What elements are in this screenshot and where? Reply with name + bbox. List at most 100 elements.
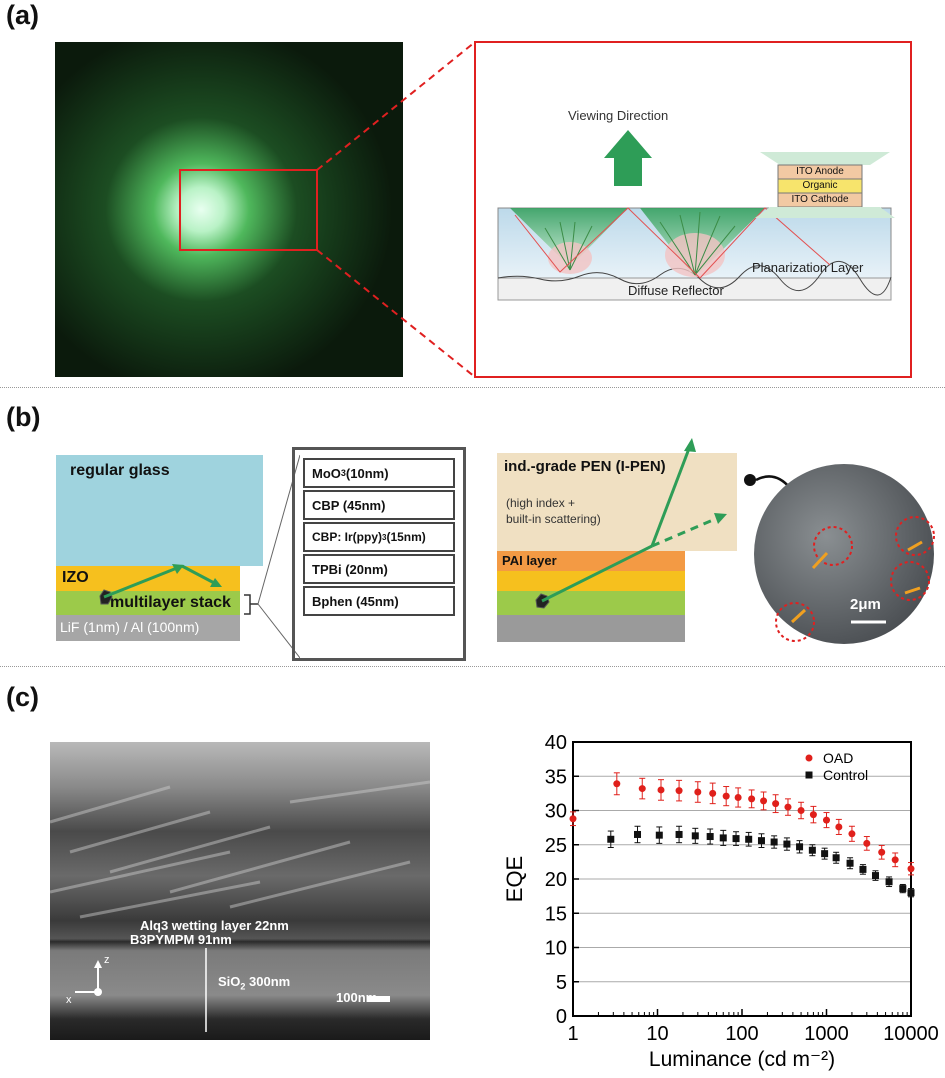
layer-stack-box: MoO 3 (10nm) CBP (45nm) CBP: Ir(ppy) 3 (15… <box>292 447 466 661</box>
data-point-control <box>732 835 740 843</box>
data-point-oad <box>878 848 886 856</box>
diffuse-reflector-label: Diffuse Reflector <box>628 283 724 298</box>
divider-ab <box>0 387 945 388</box>
lif-al-layer <box>56 615 240 641</box>
data-point-control <box>607 835 615 843</box>
y-tick-label: 0 <box>556 1006 567 1028</box>
stack-layer-tpbi: TPBi (20nm) <box>303 554 455 584</box>
x-tick-label: 10000 <box>883 1023 939 1045</box>
alq3-label: Alq3 wetting layer 22nm <box>140 918 289 933</box>
sem-c-scale-label: 100nm <box>336 990 378 1005</box>
data-point-control <box>706 833 714 841</box>
data-point-oad <box>613 780 621 788</box>
stack-layer-cbp-irppy: CBP: Ir(ppy) 3 (15nm) <box>303 522 455 552</box>
y-tick-label: 10 <box>545 938 567 960</box>
data-point-oad <box>891 856 899 864</box>
data-point-control <box>634 830 642 838</box>
pen-title: ind.-grade PEN (I-PEN) <box>504 458 666 475</box>
panel-a-letter: (a) <box>6 0 39 30</box>
stack-layer-moo3: MoO 3 (10nm) <box>303 458 455 488</box>
x-tick-label: 1 <box>567 1023 578 1045</box>
divider-bc <box>0 666 945 667</box>
legend-label: OAD <box>823 750 853 766</box>
data-point-control <box>821 850 829 858</box>
cathode-layer-right <box>497 615 685 642</box>
sem-scale-label: 2μm <box>850 596 881 613</box>
pai-layer-label: PAI layer <box>502 553 557 568</box>
data-point-control <box>846 859 854 867</box>
data-point-oad <box>722 792 730 800</box>
x-tick-label: 1000 <box>804 1023 849 1045</box>
data-point-control <box>655 831 663 839</box>
planarization-layer-label: Planarization Layer <box>752 260 864 275</box>
ito-cathode-label: ITO Cathode <box>791 194 849 205</box>
ito-anode-label: ITO Anode <box>796 166 844 177</box>
x-axis-label: Luminance (cd m⁻²) <box>649 1048 835 1071</box>
y-tick-label: 35 <box>545 766 567 788</box>
cross-section-sem-image <box>50 742 430 1040</box>
data-point-oad <box>809 811 817 819</box>
y-axis-label: EQE <box>502 856 527 902</box>
viewing-direction-arrow <box>604 130 652 186</box>
nanocolumn-texture <box>50 780 430 919</box>
data-point-oad <box>638 785 646 793</box>
pen-substrate-layer <box>497 453 737 551</box>
x-tick-label: 100 <box>725 1023 758 1045</box>
data-point-control <box>907 889 915 897</box>
organic-label: Organic <box>802 180 838 191</box>
data-point-oad <box>657 786 665 794</box>
data-point-oad <box>709 789 717 797</box>
data-point-control <box>832 854 840 862</box>
stack-layer-cbp: CBP (45nm) <box>303 490 455 520</box>
sem-micrograph-circle <box>754 464 934 644</box>
sio2-label: SiO2 300nm <box>218 974 291 992</box>
panel-a-figure <box>55 41 912 378</box>
regular-glass-layer <box>56 455 263 566</box>
data-point-oad <box>835 823 843 831</box>
data-point-oad <box>760 797 768 805</box>
stack-layer-bphen: Bphen (45nm) <box>303 586 455 616</box>
x-tick-label: 10 <box>646 1023 668 1045</box>
data-point-oad <box>772 800 780 808</box>
regular-glass-label: regular glass <box>70 462 170 479</box>
pen-note-1: (high index + <box>506 496 576 510</box>
data-point-oad <box>694 788 702 796</box>
viewing-direction-label: Viewing Direction <box>568 108 669 123</box>
data-point-oad <box>823 816 830 824</box>
data-point-oad <box>848 830 856 838</box>
lif-al-label: LiF (1nm) / Al (100nm) <box>60 619 200 635</box>
legend-marker <box>805 771 813 779</box>
axis-x-label: x <box>66 994 72 1006</box>
data-point-control <box>783 840 791 848</box>
pai-layer <box>497 551 685 571</box>
izo-layer-right <box>497 571 685 591</box>
panel-c-letter: (c) <box>6 682 39 712</box>
b3pympm-label: B3PYMPM 91nm <box>130 932 232 947</box>
data-point-oad <box>569 815 577 823</box>
y-tick-label: 25 <box>545 835 567 857</box>
data-point-oad <box>734 793 742 801</box>
multilayer-stack-label: multilayer stack <box>110 594 231 611</box>
sem-annotations <box>775 516 935 642</box>
izo-label: IZO <box>62 569 89 586</box>
data-point-oad <box>863 839 871 847</box>
data-point-oad <box>907 865 915 873</box>
legend-marker <box>805 754 813 762</box>
data-point-oad <box>748 795 756 803</box>
legend-label: Control <box>823 767 868 783</box>
pen-note-2: built-in scattering) <box>506 512 601 526</box>
oled-emission-photo <box>55 42 403 377</box>
y-tick-label: 40 <box>545 732 567 754</box>
data-point-oad <box>784 803 792 811</box>
data-point-control <box>796 843 804 851</box>
data-point-control <box>757 837 765 845</box>
y-tick-label: 30 <box>545 801 567 823</box>
axis-z-label: z <box>104 954 110 966</box>
panel-b-letter: (b) <box>6 402 41 432</box>
plot-frame <box>572 741 912 1017</box>
multilayer-stack-layer <box>56 591 240 615</box>
data-point-oad <box>675 787 683 795</box>
data-point-control <box>871 872 879 880</box>
